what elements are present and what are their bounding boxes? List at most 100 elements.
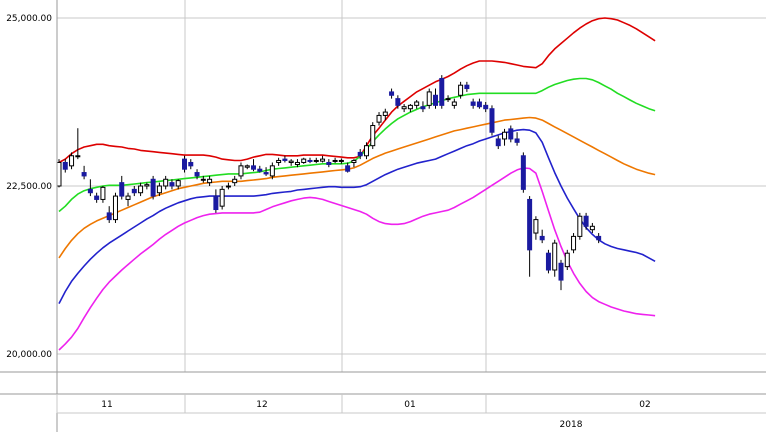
candle-body-up [301,158,307,163]
candle [552,239,558,277]
candle-body-up [244,165,250,168]
candle [87,179,93,197]
candle-body-down [251,165,257,170]
candle [257,165,263,173]
candle-body-up [589,225,595,231]
candle [62,159,68,173]
candle [94,192,100,203]
candle [276,157,282,166]
candle [175,179,181,190]
candle-body-down [257,168,263,172]
candle [326,159,332,168]
candle-body-up [458,84,464,96]
candle-body-up [219,188,225,207]
candle-body-up [56,161,62,187]
candle-body-up [294,161,300,165]
candle [150,175,156,200]
candle [200,175,206,183]
candle [112,192,118,223]
candle-body-up [338,159,344,162]
x-tick-label: 01 [404,400,415,410]
candle-body-down [345,165,351,172]
candle-body-down [94,195,100,200]
candle [439,75,445,109]
candle [382,108,388,121]
candle [564,249,570,270]
candle-body-up [320,158,326,162]
candle [219,186,225,210]
candle [389,88,395,99]
candle [583,212,589,230]
candle-body-down [527,198,533,251]
candle [451,98,457,109]
candle-body-down [119,182,125,197]
candles [56,75,602,291]
candle [571,233,577,254]
candle-body-up [577,215,583,237]
candle [320,155,326,163]
band-line-1 [58,77,656,213]
candle-body-up [571,235,577,251]
candle [244,164,250,170]
candle [376,112,382,126]
candle-body-up [370,125,376,147]
candle-body-up [75,155,81,158]
candle [589,222,595,234]
candle-body-down [81,172,87,177]
candle-body-down [508,128,514,140]
candle [313,157,319,164]
candle [363,142,369,160]
x-tick-label: 02 [639,400,650,410]
candle-body-down [263,172,269,175]
candle [144,182,150,190]
candle-body-up [100,186,106,200]
candle [251,159,257,172]
candle-body-down [495,138,501,147]
candle-body-down [395,98,401,106]
candle-body-up [564,252,570,268]
candle-body-up [552,242,558,271]
band-line-3 [58,128,656,304]
candle-body-down [326,161,332,165]
candle-body-down [87,188,93,194]
candle-body-down [514,138,520,143]
candle-body-up [225,185,231,188]
candle [119,175,125,200]
candle-body-up [238,165,244,177]
y-tick-label: 22,500.00 [6,182,52,192]
candle [426,88,432,109]
candle [69,152,75,170]
candle-body-up [269,165,275,177]
candle-body-up [363,145,369,157]
candle-body-down [470,101,476,106]
candle [596,233,602,244]
candle [495,135,501,150]
candle-body-up [313,159,319,162]
candle [194,169,200,180]
candle-body-down [489,108,495,133]
candle [508,125,514,143]
y-tick-label: 20,000.00 [6,350,52,360]
band-lines [58,17,656,351]
candle [238,162,244,180]
candle-body-down [476,101,482,108]
candle [138,182,144,197]
candle [301,157,307,164]
candle-body-down [62,161,68,170]
candle-body-up [69,155,75,167]
candle-body-up [376,114,382,123]
candle-body-down [182,158,187,170]
candle [395,95,401,109]
candle-body-down [583,215,589,227]
candle-body-down [131,188,137,194]
candle [357,149,363,160]
candle [470,98,476,109]
candle-body-up [351,159,357,163]
candle-body-down [483,104,489,110]
candle [213,189,219,213]
candle-body-down [213,195,219,211]
candle [420,101,426,113]
candle-body-up [332,159,338,162]
candle-body-down [433,94,438,106]
